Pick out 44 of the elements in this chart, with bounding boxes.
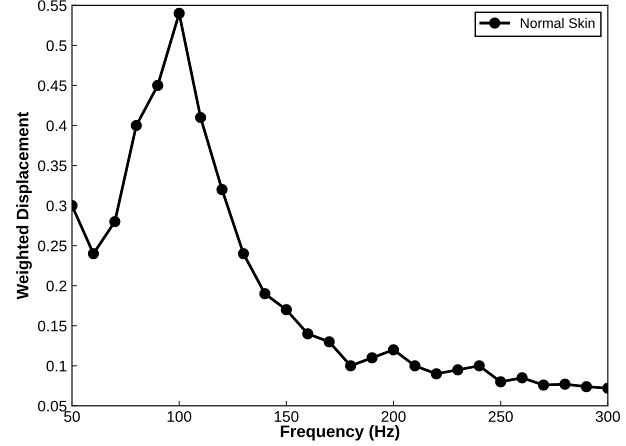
point bbox=[495, 376, 506, 388]
y-tick-label: 0.05 bbox=[38, 400, 66, 412]
point bbox=[216, 184, 228, 196]
point bbox=[174, 8, 185, 19]
point bbox=[580, 381, 592, 392]
point bbox=[366, 352, 378, 364]
x-tick-label: 250 bbox=[488, 411, 513, 422]
x-tick-label: 300 bbox=[596, 411, 620, 422]
point bbox=[474, 360, 485, 372]
point bbox=[88, 248, 99, 260]
x-tick-label: 100 bbox=[168, 411, 192, 422]
y-tick-label: 0.4 bbox=[46, 120, 67, 132]
point bbox=[538, 379, 550, 391]
point bbox=[516, 372, 528, 384]
x-tick-label: 200 bbox=[382, 411, 406, 422]
x-tick-label: 150 bbox=[274, 411, 298, 422]
y-tick-label: 0.45 bbox=[38, 80, 66, 92]
y-tick-label: 0.5 bbox=[46, 40, 66, 52]
point bbox=[559, 378, 571, 390]
point bbox=[452, 364, 464, 376]
point bbox=[430, 368, 442, 380]
x-tick-label: 50 bbox=[64, 411, 80, 422]
y-tick-label: 0.2 bbox=[46, 280, 66, 292]
y-tick-label: 0.15 bbox=[38, 320, 66, 332]
y-tick-label: 0.3 bbox=[46, 200, 66, 212]
point bbox=[109, 216, 120, 228]
point bbox=[388, 344, 400, 356]
point bbox=[130, 120, 142, 132]
point bbox=[345, 360, 356, 372]
y-tick-label: 0.25 bbox=[38, 240, 66, 252]
y-tick-label: 0.35 bbox=[38, 160, 66, 172]
point bbox=[259, 288, 270, 300]
y-tick-label: 0.1 bbox=[46, 360, 66, 372]
legend-label: Normal Skin bbox=[520, 18, 594, 28]
point bbox=[238, 248, 250, 260]
point bbox=[280, 304, 292, 316]
point bbox=[195, 112, 206, 124]
y-axis-title: Weighted Displacement bbox=[16, 112, 32, 300]
x-axis-title: Frequency (Hz) bbox=[280, 424, 400, 440]
point bbox=[324, 336, 335, 348]
point bbox=[302, 328, 314, 340]
point bbox=[152, 80, 164, 92]
y-tick-label: 0.55 bbox=[38, 0, 66, 12]
point bbox=[409, 360, 420, 372]
